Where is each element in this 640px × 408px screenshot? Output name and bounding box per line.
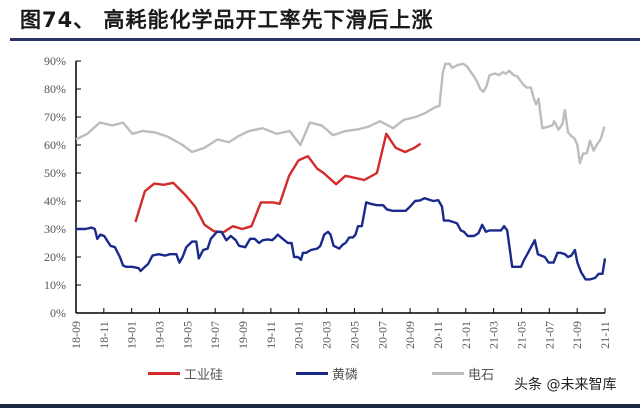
x-tick-label: 21-09: [570, 321, 584, 349]
y-tick-label: 10%: [44, 278, 66, 292]
x-tick-label: 20-05: [347, 321, 361, 349]
y-tick-label: 30%: [44, 222, 66, 236]
legend-swatch-yellow-phosphorus: [296, 372, 328, 375]
series-line-2: [75, 62, 606, 165]
y-tick-label: 0%: [50, 306, 66, 320]
y-tick-label: 90%: [44, 54, 66, 68]
legend-swatch-industrial-silicon: [148, 372, 180, 375]
x-tick-label: 20-07: [375, 321, 389, 349]
x-tick-label: 20-01: [292, 321, 306, 349]
legend-item-industrial-silicon: 工业硅: [148, 364, 223, 383]
bottom-divider: [0, 404, 640, 408]
x-tick-label: 21-01: [459, 321, 473, 349]
chart-title: 图74、 高耗能化学品开工率先下滑后上涨: [20, 8, 434, 32]
legend-swatch-calcium-carbide: [432, 372, 464, 375]
y-tick-label: 50%: [44, 166, 66, 180]
chart-legend: 工业硅 黄磷 电石: [0, 364, 640, 392]
legend-label: 工业硅: [184, 368, 224, 383]
watermark: 头条 @未来智库: [512, 374, 619, 394]
x-tick-label: 19-07: [208, 321, 222, 349]
chart-series: [75, 62, 607, 281]
y-axis: 0% 10% 20% 30% 40% 50% 60% 70% 80% 90%: [44, 54, 81, 320]
y-tick-label: 20%: [44, 250, 66, 264]
chart-title-bar: 图74、 高耗能化学品开工率先下滑后上涨: [20, 4, 434, 34]
x-tick-label: 20-09: [403, 321, 417, 349]
x-tick-label: 21-11: [598, 321, 612, 349]
y-tick-label: 80%: [44, 82, 66, 96]
x-tick-label: 18-11: [97, 321, 111, 349]
x-tick-label: 19-11: [264, 321, 278, 349]
legend-label: 电石: [468, 368, 495, 383]
legend-item-yellow-phosphorus: 黄磷: [296, 364, 358, 383]
x-tick-label: 20-11: [431, 321, 445, 349]
x-tick-label: 21-07: [542, 321, 556, 349]
legend-item-calcium-carbide: 电石: [432, 364, 494, 383]
y-tick-label: 70%: [44, 110, 66, 124]
x-tick-label: 20-03: [320, 321, 334, 349]
series-line-1: [76, 197, 607, 281]
x-tick-label: 19-05: [180, 321, 194, 349]
x-tick-label: 21-03: [487, 321, 501, 349]
x-axis: 18-09 18-11 19-01 19-03 19-05 19-07 19-09 19-11…: [69, 308, 612, 349]
title-divider: [10, 38, 640, 41]
series-line-0: [134, 132, 422, 234]
y-tick-label: 40%: [44, 194, 66, 208]
legend-label: 黄磷: [332, 368, 359, 383]
y-tick-label: 60%: [44, 138, 66, 152]
x-tick-label: 18-09: [69, 321, 83, 349]
x-tick-label: 19-01: [125, 321, 139, 349]
x-tick-label: 19-09: [236, 321, 250, 349]
x-tick-label: 19-03: [153, 321, 167, 349]
x-tick-label: 21-05: [514, 321, 528, 349]
